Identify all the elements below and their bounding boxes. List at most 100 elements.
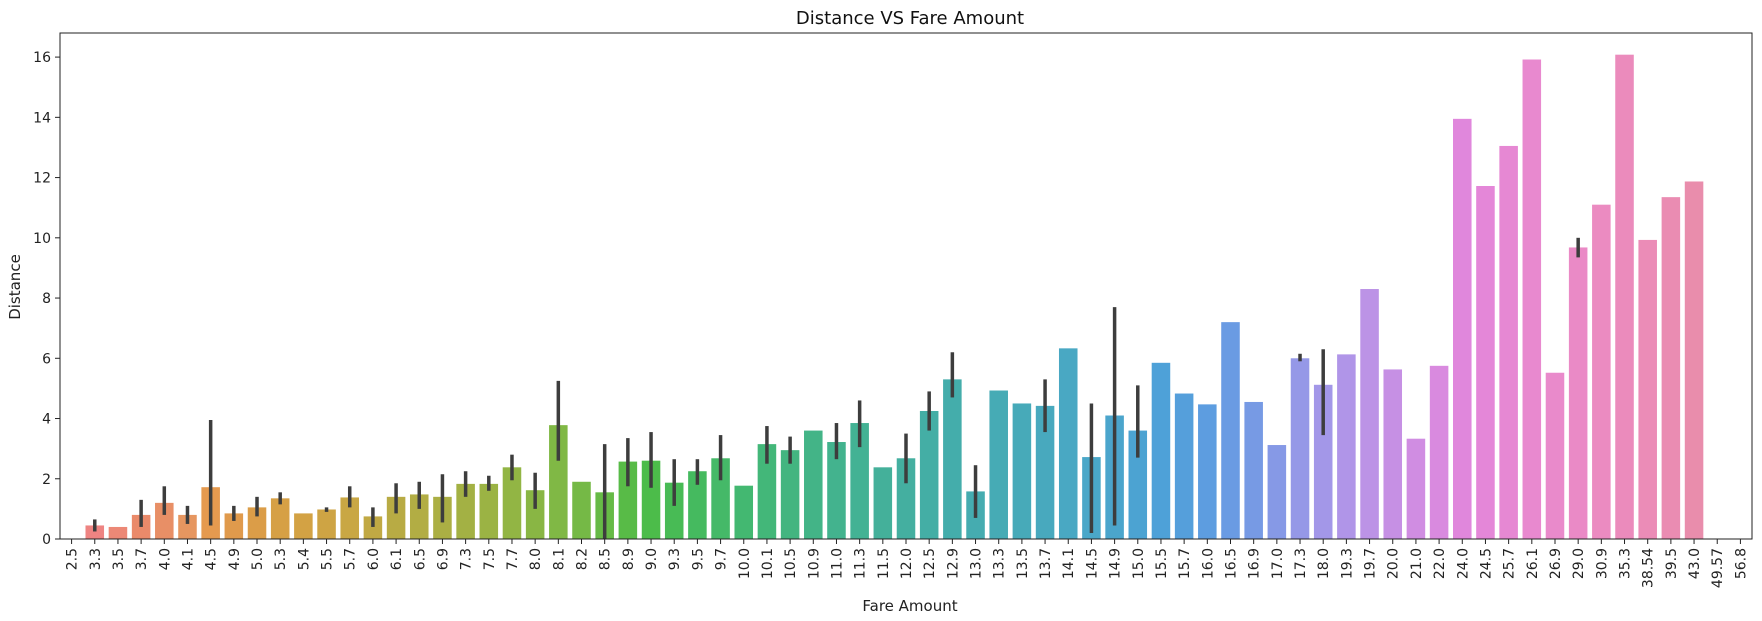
bar-6.0 — [363, 516, 383, 539]
x-tick-label-14.9: 14.9 — [1108, 548, 1124, 579]
x-tick-label-49.57: 49.57 — [1710, 548, 1726, 588]
bar-7.7 — [502, 467, 522, 539]
x-tick-label-3.7: 3.7 — [134, 548, 150, 570]
x-tick-label-14.5: 14.5 — [1084, 548, 1100, 579]
x-tick-label-7.7: 7.7 — [505, 548, 521, 570]
x-tick-label-7.5: 7.5 — [482, 548, 498, 570]
bar-10.9 — [804, 430, 823, 539]
bar-16.0 — [1198, 404, 1217, 539]
x-tick-label-26.9: 26.9 — [1548, 548, 1564, 579]
bar-24.5 — [1476, 186, 1495, 539]
x-tick-label-4.5: 4.5 — [204, 548, 220, 570]
x-tick-label-16.0: 16.0 — [1200, 548, 1216, 579]
bar-4.9 — [224, 513, 244, 539]
bar-13.7 — [1035, 405, 1055, 539]
bar-9.5 — [688, 471, 707, 539]
x-tick-label-15.5: 15.5 — [1154, 548, 1170, 579]
bar-3.5 — [108, 526, 128, 539]
bar-19.3 — [1337, 354, 1356, 539]
y-tick-label-0: 0 — [42, 532, 51, 548]
x-tick-label-3.5: 3.5 — [111, 548, 127, 570]
x-tick-label-5.7: 5.7 — [343, 548, 359, 570]
x-tick-label-17.0: 17.0 — [1270, 548, 1286, 579]
bar-13.5 — [1012, 403, 1032, 539]
bar-12.0 — [896, 458, 916, 539]
bar-5.7 — [340, 497, 359, 539]
bars-group — [85, 54, 1704, 540]
x-tick-label-10.1: 10.1 — [760, 548, 776, 579]
bar-8.9 — [618, 461, 638, 539]
x-tick-label-5.5: 5.5 — [320, 548, 336, 570]
bar-5.4 — [294, 513, 313, 539]
y-tick-label-8: 8 — [42, 291, 51, 307]
x-tick-label-16.9: 16.9 — [1247, 548, 1263, 579]
x-tick-label-4.1: 4.1 — [180, 548, 196, 570]
x-tick-label-9.7: 9.7 — [714, 548, 730, 570]
bar-16.5 — [1221, 322, 1240, 539]
x-tick-label-15.0: 15.0 — [1131, 548, 1147, 579]
x-tick-label-9.5: 9.5 — [690, 548, 706, 570]
bar-3.3 — [85, 525, 105, 539]
x-tick-label-5.3: 5.3 — [273, 548, 289, 570]
x-tick-label-29.0: 29.0 — [1571, 548, 1587, 579]
bar-21.0 — [1406, 438, 1426, 539]
x-tick-label-5.4: 5.4 — [296, 548, 312, 570]
x-tick-label-9.0: 9.0 — [644, 548, 660, 570]
bar-24.0 — [1453, 118, 1472, 539]
bar-15.5 — [1151, 362, 1171, 539]
plot-frame — [59, 32, 1753, 540]
x-tick-label-43.0: 43.0 — [1687, 548, 1703, 579]
x-tick-label-13.3: 13.3 — [992, 548, 1008, 579]
bar-35.3 — [1615, 54, 1634, 539]
x-tick-label-4.9: 4.9 — [227, 548, 243, 570]
y-tick-label-6: 6 — [42, 351, 51, 367]
bar-10.0 — [734, 485, 754, 539]
bar-11.3 — [850, 423, 869, 539]
x-tick-label-3.3: 3.3 — [88, 548, 104, 570]
x-axis: 2.5 3.3 3.5 3.7 4.0 4.1 4.5 4.9 5.0 5.3 5.4 5.5 5.7 6… — [65, 539, 1749, 588]
x-tick-label-6.0: 6.0 — [366, 548, 382, 570]
bar-4.0 — [155, 502, 174, 539]
bar-15.0 — [1128, 430, 1148, 539]
x-tick-label-24.5: 24.5 — [1478, 548, 1494, 579]
y-tick-label-2: 2 — [42, 472, 51, 488]
x-tick-label-12.9: 12.9 — [945, 548, 961, 579]
x-tick-label-12.0: 12.0 — [899, 548, 915, 579]
x-tick-label-2.5: 2.5 — [65, 548, 81, 570]
bar-25.7 — [1499, 145, 1518, 540]
bar-9.0 — [641, 460, 661, 539]
x-tick-label-14.1: 14.1 — [1061, 548, 1077, 579]
bar-6.5 — [409, 494, 429, 539]
bar-17.3 — [1290, 358, 1310, 539]
x-tick-label-21.0: 21.0 — [1409, 548, 1425, 579]
bar-29.0 — [1568, 247, 1588, 539]
x-tick-label-8.0: 8.0 — [528, 548, 544, 570]
bar-4.1 — [178, 514, 197, 539]
bar-6.1 — [386, 496, 406, 539]
x-tick-label-20.0: 20.0 — [1386, 548, 1402, 579]
x-tick-label-18.0: 18.0 — [1316, 548, 1332, 579]
x-tick-label-15.7: 15.7 — [1177, 548, 1193, 579]
bar-30.9 — [1592, 204, 1611, 539]
bar-11.5 — [873, 467, 893, 539]
y-tick-label-10: 10 — [33, 231, 51, 247]
y-axis: 0 2 4 6 8 10 12 14 16 — [33, 50, 60, 548]
x-tick-label-39.5: 39.5 — [1664, 548, 1680, 579]
y-tick-label-16: 16 — [33, 50, 51, 66]
x-tick-label-19.7: 19.7 — [1363, 548, 1379, 579]
bar-10.5 — [780, 450, 800, 539]
bar-11.0 — [827, 442, 846, 539]
bar-26.9 — [1545, 372, 1565, 539]
y-tick-label-12: 12 — [33, 171, 51, 187]
x-tick-label-13.5: 13.5 — [1015, 548, 1031, 579]
bar-12.9 — [943, 379, 962, 539]
bar-17.0 — [1267, 445, 1287, 539]
bar-9.7 — [711, 458, 730, 539]
x-tick-label-7.3: 7.3 — [459, 548, 475, 570]
x-tick-label-22.0: 22.0 — [1432, 548, 1448, 579]
x-tick-label-17.3: 17.3 — [1293, 548, 1309, 579]
x-tick-label-9.3: 9.3 — [667, 548, 683, 570]
bar-7.3 — [456, 483, 475, 539]
x-tick-label-30.9: 30.9 — [1594, 548, 1610, 579]
x-tick-label-11.3: 11.3 — [853, 548, 869, 579]
